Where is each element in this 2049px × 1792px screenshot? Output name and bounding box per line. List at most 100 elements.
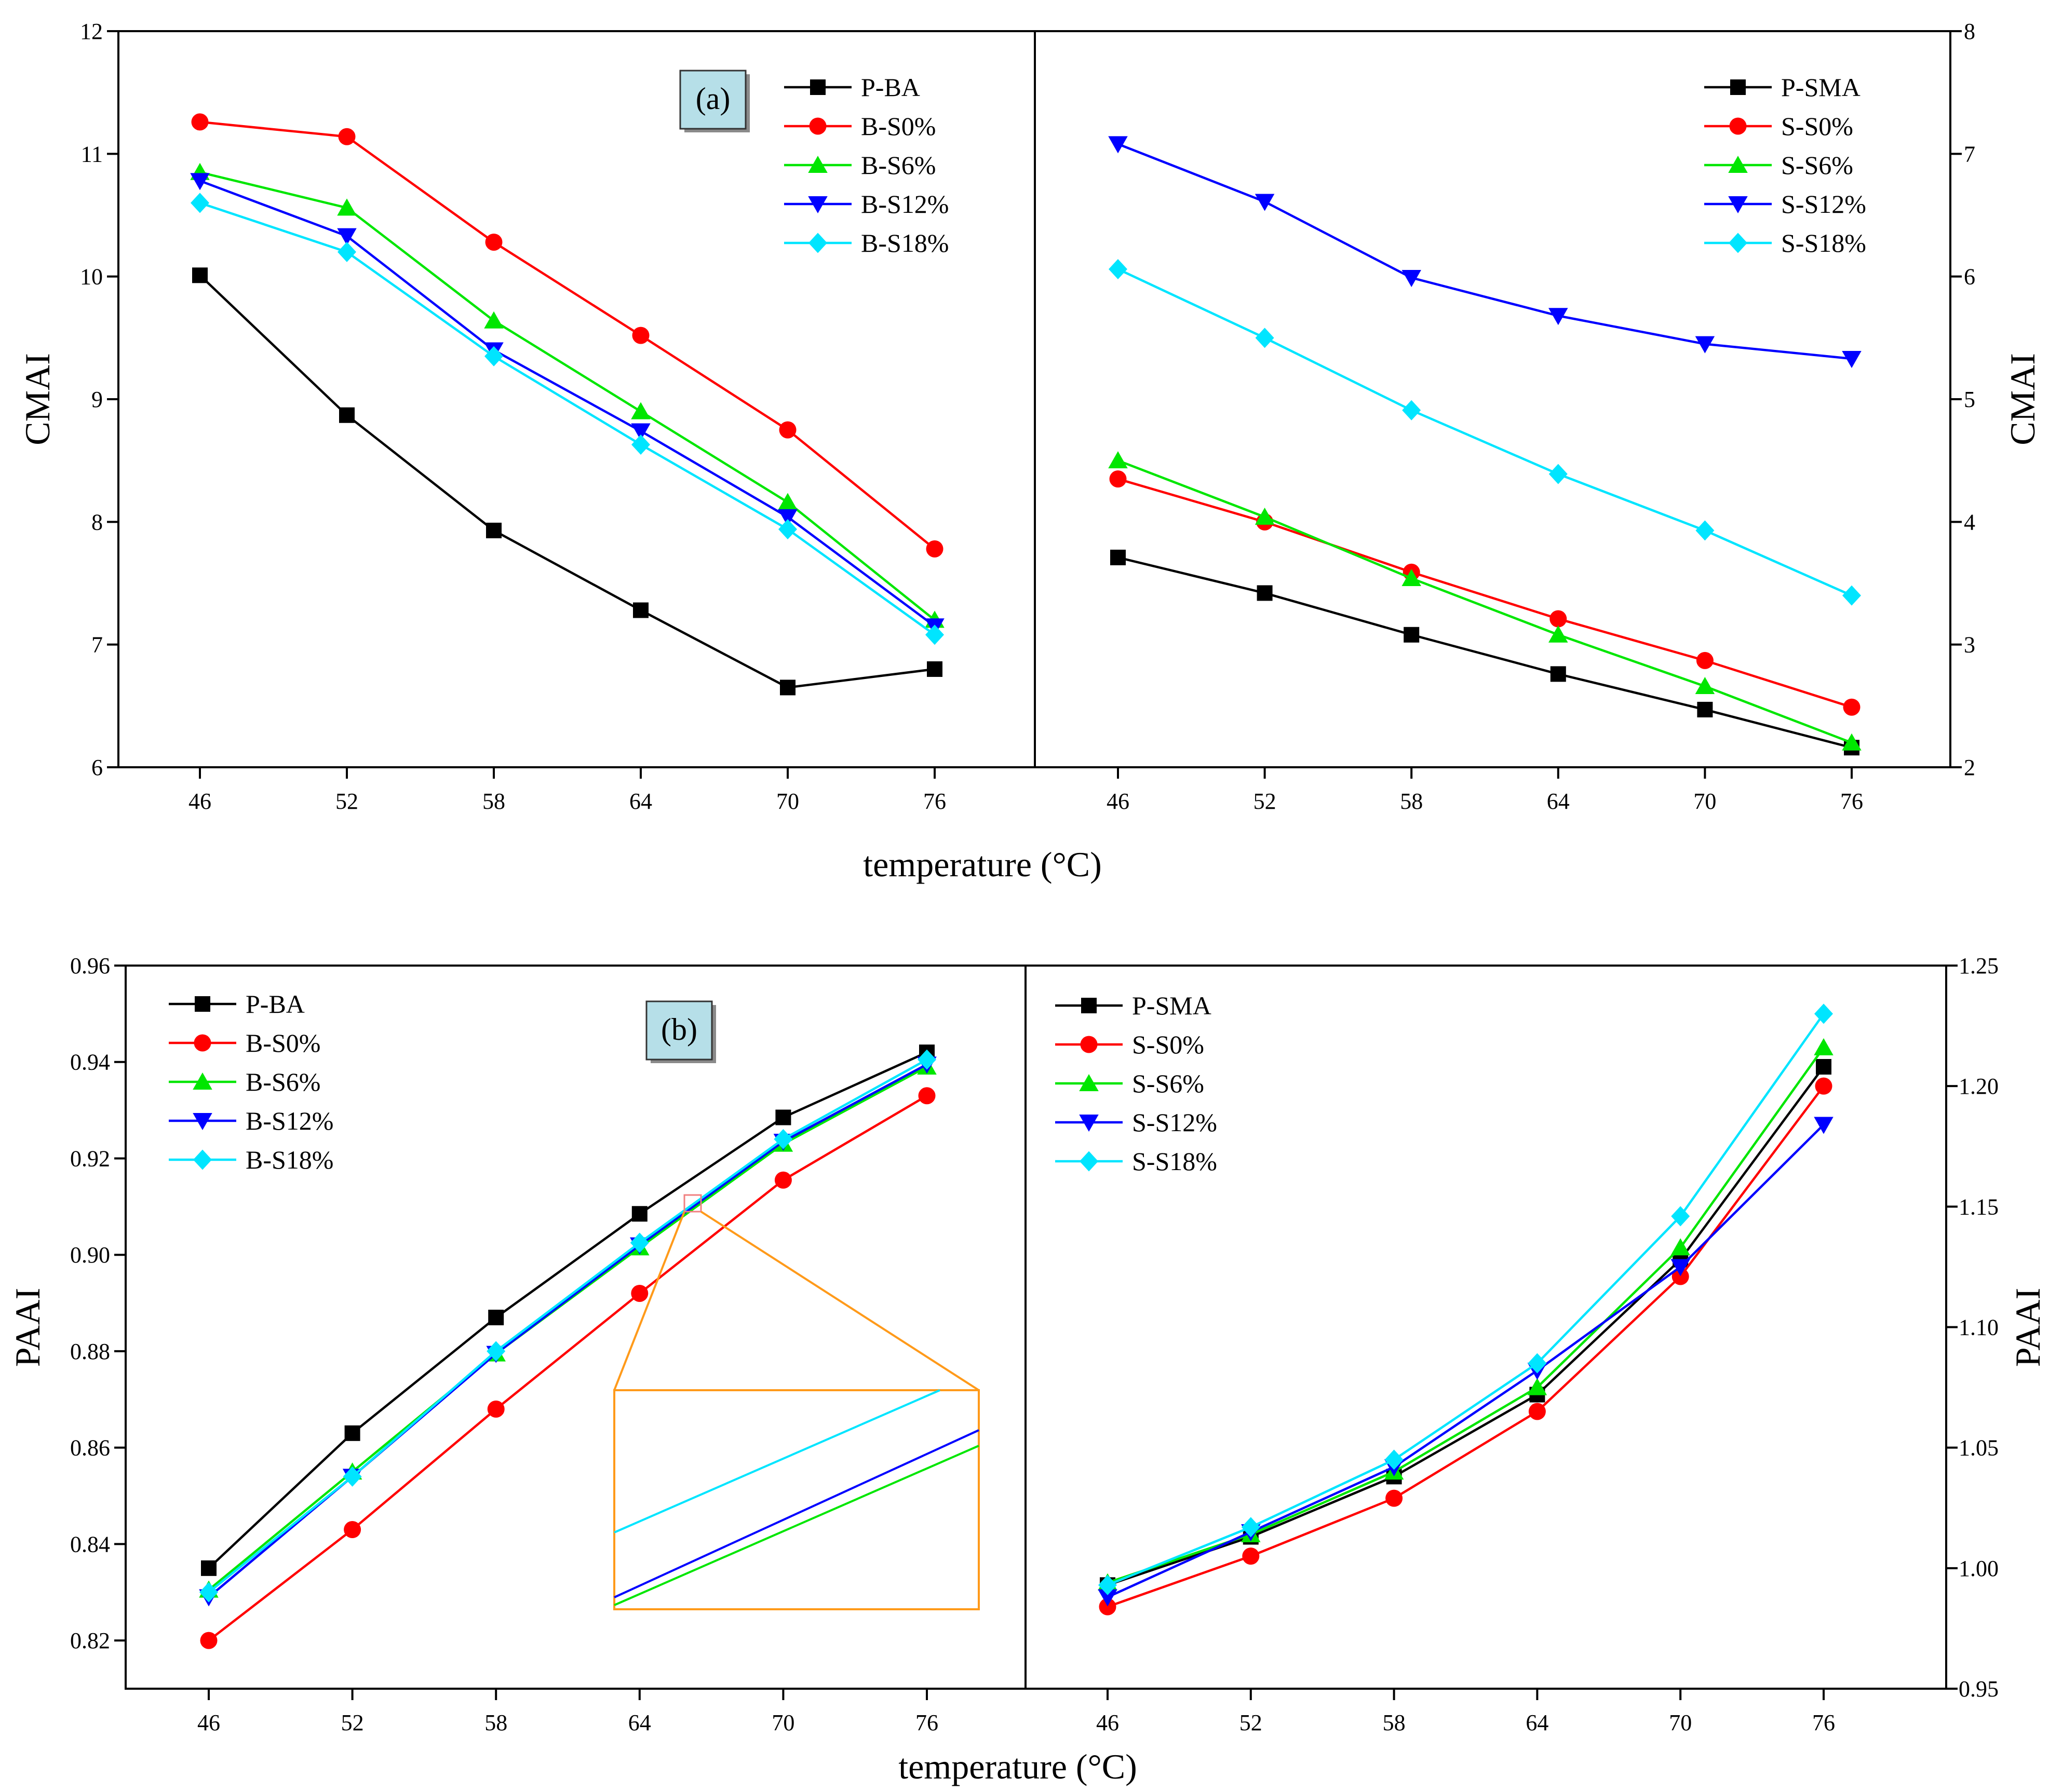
- legend-label: B-S12%: [246, 1106, 333, 1135]
- b-right-y-tick-label: 1.00: [1959, 1556, 1999, 1581]
- panel-label-b: (b): [645, 1000, 716, 1063]
- legend-label: B-S0%: [246, 1028, 320, 1057]
- legend-label: B-S18%: [246, 1145, 333, 1174]
- legend-marker: [809, 117, 827, 135]
- b-left-data-point: [631, 1206, 648, 1222]
- legend-label: S-S0%: [1781, 112, 1853, 141]
- a-left-data-point: [339, 407, 355, 423]
- legend-marker: [193, 1113, 212, 1130]
- legend-label: B-S6%: [246, 1067, 320, 1096]
- a-left-data-point: [778, 519, 797, 540]
- a-right-data-point: [1401, 270, 1421, 288]
- b-right-series-line: [1107, 1066, 1825, 1586]
- b-right-legend-entry: S-S0%: [1055, 1030, 1204, 1059]
- a-left-data-point: [190, 173, 210, 191]
- legend-label: B-S12%: [861, 189, 949, 219]
- b-left-y-tick-label: 0.82: [70, 1628, 110, 1653]
- b-right-y-tick-label: 1.25: [1959, 953, 1999, 979]
- a-right-series-line: [1117, 556, 1852, 749]
- b-left-y-tick-label: 0.90: [70, 1242, 110, 1268]
- b-right-x-tick-label: 46: [1096, 1710, 1119, 1735]
- panel-label-a-text: (a): [696, 82, 731, 116]
- a-left-series-p: [192, 267, 942, 696]
- legend-label: S-S12%: [1781, 189, 1866, 219]
- b-left-x-tick-label: 52: [341, 1710, 364, 1735]
- a-left-series-s6: [190, 162, 945, 628]
- legend-marker: [810, 79, 826, 95]
- panel-label-b-text: (b): [661, 1012, 697, 1047]
- a-right-data-point: [1109, 470, 1127, 488]
- a-left-data-point: [778, 493, 798, 510]
- a-right-plot: 46 52 58 64 70 76 2 3 4 5 6 7 8 P-SMA S-S0% S-S6% S-S12%…: [1107, 19, 1975, 814]
- legend-marker: [194, 1034, 211, 1052]
- b-right-data-point: [1242, 1547, 1260, 1565]
- legend-marker: [1729, 233, 1747, 253]
- a-right-data-point: [1695, 336, 1715, 354]
- a-left-data-point: [486, 522, 502, 538]
- b-left-series-p: [201, 1044, 935, 1576]
- zoom-connector-left: [613, 1211, 685, 1391]
- legend-marker: [1080, 1036, 1098, 1053]
- zoom-line-b-s6: [614, 1445, 979, 1606]
- a-left-data-point: [780, 680, 796, 696]
- a-left-data-point: [337, 198, 357, 216]
- a-left-x-tick-label: 76: [923, 789, 946, 814]
- b-right-x-tick-label: 52: [1239, 1710, 1262, 1735]
- b-left-y-tick-label: 0.94: [70, 1050, 110, 1075]
- b-right-series-s12: [1098, 1117, 1834, 1607]
- b-left-data-point: [343, 1466, 362, 1487]
- a-left-y-tick-label: 12: [80, 19, 103, 44]
- legend-marker: [1729, 117, 1747, 135]
- legend-label: S-S18%: [1781, 228, 1866, 257]
- a-left-data-point: [927, 661, 942, 677]
- b-right-y-tick-label: 1.10: [1959, 1315, 1999, 1340]
- b-right-y-tick-label: 0.95: [1959, 1676, 1999, 1702]
- a-left-series-line: [199, 201, 936, 636]
- a-right-data-point: [1255, 328, 1274, 348]
- a-right-y-tick-label: 2: [1964, 755, 1975, 780]
- legend-marker: [1080, 1151, 1098, 1172]
- b-right-legend-entry: P-SMA: [1055, 991, 1211, 1020]
- b-right-plot: 46 52 58 64 70 76 0.95 1.00 1.05 1.10 1.15 1.20 1.25…: [1055, 953, 1999, 1735]
- a-left-series-line: [199, 274, 935, 689]
- a-right-data-point: [1695, 677, 1715, 695]
- b-left-plot: 46 52 58 64 70 76 0.82 0.84 0.86 0.88 0.90 0.92 0.94…: [70, 953, 938, 1735]
- zoom-source-box: [683, 1194, 702, 1213]
- a-left-y-tick-label: 11: [81, 141, 103, 167]
- a-right-data-point: [1697, 701, 1713, 717]
- a-right-series-s12: [1108, 136, 1862, 369]
- b-right-data-point: [1670, 1259, 1690, 1277]
- a-left-data-point: [484, 346, 503, 366]
- a-left-y-tick-label: 9: [91, 387, 103, 412]
- a-right-y-tick-label: 5: [1964, 387, 1975, 412]
- a-right-series-line: [1117, 459, 1852, 744]
- a-left-series-line: [199, 171, 936, 621]
- a-left-x-tick-label: 64: [629, 789, 652, 814]
- legend-marker: [808, 233, 827, 253]
- b-left-data-point: [775, 1109, 791, 1125]
- b-left-legend-entry: B-S0%: [169, 1028, 320, 1057]
- b-right-data-point: [1671, 1206, 1690, 1227]
- legend-marker: [1730, 79, 1746, 95]
- legend-label: S-S0%: [1132, 1030, 1204, 1059]
- b-left-data-point: [630, 1232, 649, 1253]
- legend-marker: [1728, 196, 1748, 213]
- b-left-y-tick-label: 0.86: [70, 1435, 110, 1461]
- b-right-legend: P-SMA S-S0% S-S6% S-S12% S-S18%: [1055, 991, 1217, 1176]
- a-left-data-point: [485, 233, 503, 251]
- panel-label-a: (a): [679, 70, 750, 132]
- b-right-data-point: [1671, 1268, 1689, 1285]
- b-right-data-point: [1814, 1003, 1833, 1024]
- a-left-data-point: [338, 241, 356, 262]
- a-right-series-s0: [1109, 470, 1861, 716]
- a-left-legend-entry: B-S0%: [784, 112, 936, 141]
- a-right-series-s6: [1108, 451, 1862, 751]
- a-left-series-line: [199, 120, 936, 550]
- b-left-y-axis-title: PAAI: [8, 1288, 47, 1367]
- b-left-x-tick-label: 46: [197, 1710, 220, 1735]
- a-left-data-point: [192, 267, 208, 283]
- a-left-data-point: [633, 602, 649, 618]
- b-right-y-tick-label: 1.20: [1959, 1074, 1999, 1099]
- legend-marker: [193, 1149, 212, 1170]
- a-left-data-point: [191, 113, 209, 131]
